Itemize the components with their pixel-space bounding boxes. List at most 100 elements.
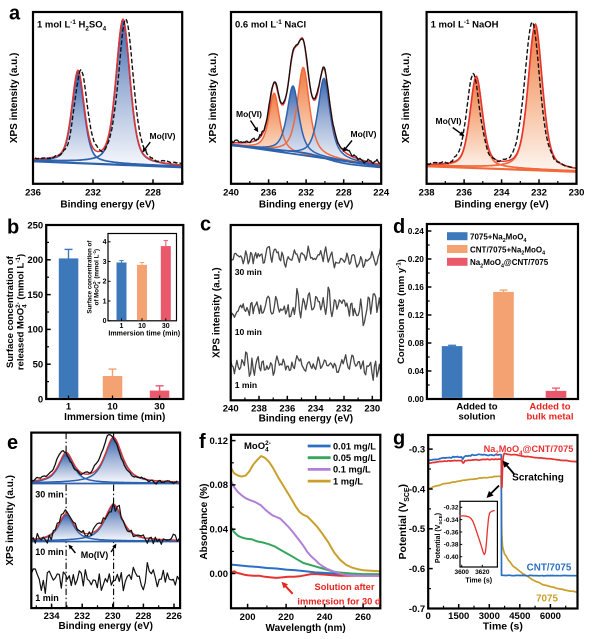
svg-text:100: 100 [27,325,43,336]
svg-text:-0.34: -0.34 [444,517,459,524]
svg-text:g: g [393,428,405,450]
svg-text:3620: 3620 [475,569,490,576]
svg-text:226: 226 [166,611,182,622]
svg-text:0.00: 0.00 [210,569,229,580]
svg-text:Immersion time (min): Immersion time (min) [64,412,165,423]
svg-text:1 mol L-1 H2SO4: 1 mol L-1 H2SO4 [37,19,107,33]
svg-text:0.04: 0.04 [210,525,229,536]
svg-text:Surface concentration of: Surface concentration of [87,240,94,314]
svg-text:220: 220 [278,612,294,623]
svg-text:0.12: 0.12 [210,436,229,447]
svg-text:Binding energy (eV): Binding energy (eV) [259,199,353,210]
svg-text:236: 236 [279,403,295,414]
svg-text:10: 10 [138,323,146,330]
svg-text:3600: 3600 [454,569,469,576]
svg-text:Binding energy (eV): Binding energy (eV) [259,413,353,424]
svg-text:10: 10 [107,402,118,413]
svg-text:-0.4: -0.4 [409,484,426,495]
svg-text:-0.40: -0.40 [444,554,459,561]
svg-text:7075+Na2MoO4: 7075+Na2MoO4 [470,233,526,244]
svg-text:Corrosion rate (mm y-1): Corrosion rate (mm y-1) [395,259,407,364]
svg-text:0.00: 0.00 [408,394,425,404]
svg-text:Binding energy (eV): Binding energy (eV) [58,621,152,632]
svg-text:150: 150 [27,290,43,301]
svg-text:-0.32: -0.32 [444,505,459,512]
svg-text:Immersion time (min): Immersion time (min) [108,329,180,337]
svg-text:XPS intensity (a.u.): XPS intensity (a.u.) [401,53,412,144]
svg-text:Na2MoO4@CNT/7075: Na2MoO4@CNT/7075 [470,258,549,269]
svg-text:0.16: 0.16 [408,282,425,292]
svg-text:1: 1 [103,298,107,305]
svg-text:0.20: 0.20 [408,254,425,264]
svg-text:XPS intensity (a.u.): XPS intensity (a.u.) [5,475,16,566]
svg-text:236: 236 [25,187,41,198]
svg-text:Binding energy (eV): Binding energy (eV) [60,199,154,210]
svg-text:250: 250 [27,220,43,231]
svg-text:Absorbance (%): Absorbance (%) [199,483,210,559]
svg-text:232: 232 [298,187,314,198]
svg-text:Na2MoO4@CNT/7075: Na2MoO4@CNT/7075 [484,444,574,457]
svg-text:Mo(IV): Mo(IV) [81,550,109,560]
svg-text:234: 234 [494,187,511,198]
svg-text:200: 200 [240,612,256,623]
svg-text:1: 1 [120,323,124,330]
svg-text:Added to: Added to [456,402,497,413]
svg-text:236: 236 [261,187,277,198]
svg-text:-0.5: -0.5 [409,524,426,535]
svg-text:1 min: 1 min [35,593,59,603]
svg-text:released MoO2-4​ (mmol L-1): released MoO2-4​ (mmol L-1) [15,254,29,370]
svg-text:-0.7: -0.7 [409,604,425,615]
svg-text:immersion for 30 d: immersion for 30 d [297,597,380,607]
svg-text:Mo(IV): Mo(IV) [351,129,377,139]
svg-text:Potential (VSCE): Potential (VSCE) [435,513,443,563]
svg-text:Scratching: Scratching [512,473,564,484]
svg-text:1500: 1500 [448,611,469,622]
svg-text:7075: 7075 [536,594,558,605]
svg-text:XPS intensity (a.u.): XPS intensity (a.u.) [208,53,219,144]
svg-text:0.1 mg/L: 0.1 mg/L [333,465,371,475]
svg-text:Surface concentration of: Surface concentration of [5,255,16,368]
svg-text:4: 4 [103,239,107,246]
svg-text:232: 232 [531,187,547,198]
svg-text:200: 200 [27,255,43,266]
svg-text:of MoO2-4​ (mmol L-1): of MoO2-4​ (mmol L-1) [92,249,101,306]
svg-text:240: 240 [223,187,239,198]
svg-text:MoO2-4​: MoO2-4​ [244,440,271,454]
svg-text:CNT/7075+Na2MoO4: CNT/7075+Na2MoO4 [470,245,545,256]
svg-text:1: 1 [66,402,72,413]
svg-text:0: 0 [426,611,431,622]
svg-text:0: 0 [103,318,107,325]
svg-text:0.05 mg/L: 0.05 mg/L [333,453,376,463]
svg-text:236: 236 [456,187,472,198]
svg-text:Wavelength (nm): Wavelength (nm) [266,623,346,634]
svg-text:30 min: 30 min [235,267,262,277]
svg-text:50: 50 [33,360,44,371]
svg-text:0.04: 0.04 [408,366,425,376]
svg-text:Time (s): Time (s) [483,621,523,633]
svg-text:240: 240 [317,612,333,623]
svg-text:228: 228 [336,187,352,198]
svg-text:d: d [393,216,405,238]
svg-text:240: 240 [223,403,239,414]
svg-text:bulk metal: bulk metal [527,412,574,423]
svg-text:-0.3: -0.3 [409,444,425,455]
svg-text:238: 238 [419,187,435,198]
svg-text:0.24: 0.24 [408,226,425,236]
svg-text:3000: 3000 [479,611,500,622]
svg-text:Mo(IV): Mo(IV) [150,131,176,141]
svg-text:1 mg/L: 1 mg/L [333,476,363,486]
svg-text:234: 234 [44,611,61,622]
svg-text:4500: 4500 [509,611,530,622]
svg-text:228: 228 [135,611,151,622]
svg-text:30 min: 30 min [35,490,64,500]
svg-text:XPS intensity (a.u.): XPS intensity (a.u.) [9,53,20,144]
svg-text:228: 228 [145,187,161,198]
svg-text:232: 232 [336,403,352,414]
svg-text:30: 30 [154,402,165,413]
svg-text:230: 230 [569,187,585,198]
svg-text:1 mol L-1 NaOH: 1 mol L-1 NaOH [431,19,499,31]
svg-text:10 min: 10 min [235,327,262,337]
svg-text:Added to: Added to [529,402,570,413]
svg-text:0: 0 [38,394,43,405]
svg-text:230: 230 [364,403,380,414]
